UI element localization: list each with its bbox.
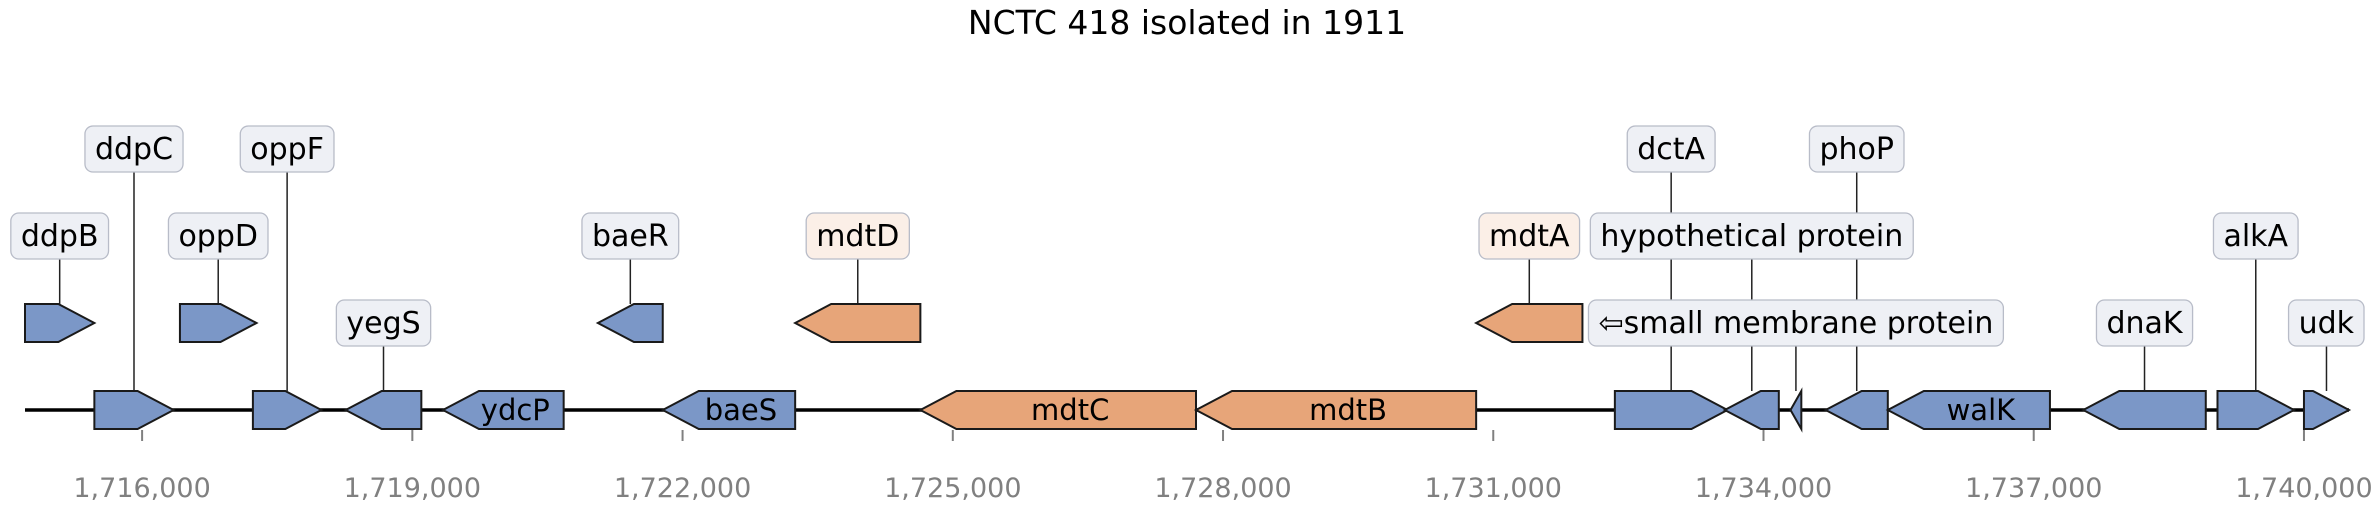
gene-arrow (1885, 390, 2051, 430)
gene-label: yegS (346, 306, 420, 341)
gene-features: ydcP baeS mdtC mdtB walK (24, 303, 2352, 433)
gene-label-box (335, 299, 432, 347)
gene-arrow (1789, 387, 1803, 433)
axis-tick-label: 1,725,000 (884, 473, 1021, 504)
gene-arrow (440, 390, 565, 430)
gene-arrow (2081, 390, 2207, 430)
gene-label-box (2095, 299, 2194, 347)
gene-label: baeR (592, 219, 669, 254)
gene-label: oppF (250, 132, 324, 167)
gene-label-box (581, 212, 680, 260)
gene-label: dctA (1637, 132, 1705, 167)
gene-label: oppD (178, 219, 258, 254)
gene-label-box (805, 212, 910, 260)
gene-arrow (1474, 303, 1584, 343)
gene-arrow (2302, 390, 2352, 430)
gene-arrow (178, 303, 259, 343)
gene-inline-label: walK (1947, 393, 2017, 427)
gene-label-box (239, 125, 335, 173)
gene-label-box (1478, 212, 1581, 260)
gene-inline-label: baeS (705, 393, 777, 427)
gene-arrow (2216, 390, 2297, 430)
axis-tick-label: 1,728,000 (1154, 473, 1291, 504)
axis-tick-label: 1,740,000 (2235, 473, 2372, 504)
gene-label-box (1626, 125, 1716, 173)
gene-label-box (1587, 299, 2005, 347)
gene-label: mdtA (1489, 219, 1570, 254)
gene-label-box (84, 125, 184, 173)
axis-tick-label: 1,719,000 (344, 473, 481, 504)
gene-label: phoP (1819, 132, 1894, 167)
gene-arrow (1823, 390, 1889, 430)
axis-ticks: 1,716,000 1,719,000 1,722,000 1,725,000 1,72… (73, 430, 2373, 504)
gene-label: mdtD (816, 219, 899, 254)
gene-arrow (1722, 390, 1780, 430)
gene-label: udk (2299, 306, 2355, 341)
gene-arrow (1613, 390, 1730, 430)
gene-arrow (595, 303, 664, 343)
gene-label-box (2212, 212, 2299, 260)
gene-arrow (93, 390, 176, 430)
gene-label: dnaK (2106, 306, 2183, 341)
axis-tick-label: 1,731,000 (1425, 473, 1562, 504)
gene-inline-label: mdtB (1309, 393, 1387, 427)
gene-label-box (167, 212, 269, 260)
gene-label-box (1589, 212, 1914, 260)
label-leader-lines (58, 149, 2328, 391)
gene-labels: ddpB ddpC oppD oppF yegS baeR mdtD mdtA dctA hypo… (10, 125, 2365, 347)
gene-label: ddpB (21, 219, 99, 254)
gene-label: hypothetical protein (1600, 219, 1903, 254)
gene-inline-label: mdtC (1031, 393, 1109, 427)
gene-arrow (343, 390, 423, 430)
gene-arrow (24, 303, 97, 343)
axis-tick-label: 1,737,000 (1965, 473, 2102, 504)
gene-arrow (918, 390, 1198, 430)
gene-arrow (1193, 390, 1478, 430)
gene-label: ddpC (95, 132, 173, 167)
gene-label: alkA (2223, 219, 2288, 254)
gene-arrow (251, 390, 324, 430)
gene-label-box (1808, 125, 1905, 173)
axis-tick-label: 1,722,000 (614, 473, 751, 504)
axis-tick-label: 1,716,000 (73, 473, 210, 504)
gene-label-box (10, 212, 110, 260)
gene-label-box (2287, 299, 2365, 347)
axis-tick-label: 1,734,000 (1695, 473, 1832, 504)
gene-arrow (793, 303, 922, 343)
gene-label: ⇦small membrane protein (1598, 306, 1993, 341)
gene-inline-label: ydcP (481, 393, 550, 427)
figure-title: NCTC 418 isolated in 1911 (968, 3, 1406, 42)
gene-arrow (660, 390, 797, 430)
